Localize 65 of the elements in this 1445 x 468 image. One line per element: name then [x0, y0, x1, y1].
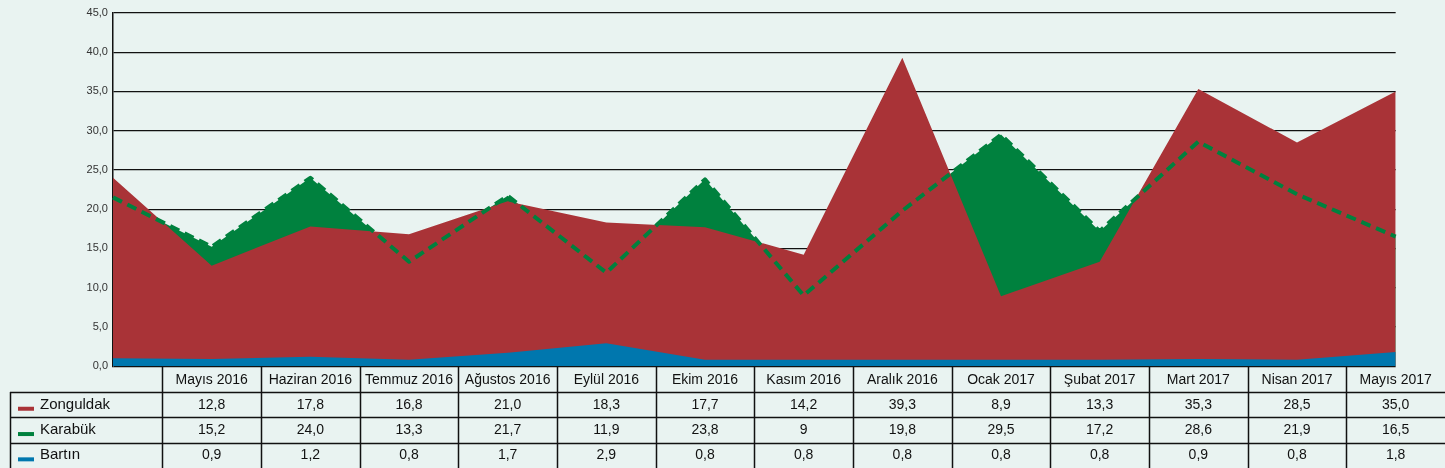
- data-label: 13,3: [1086, 395, 1114, 412]
- data-label: 35,0: [1382, 395, 1410, 412]
- data-label: 16,8: [395, 395, 423, 412]
- x-tick-label: Aralık 2016: [866, 371, 938, 388]
- x-tick-label: Eylül 2016: [573, 371, 640, 388]
- x-tick-label: Haziran 2016: [268, 371, 353, 388]
- data-label: 1,7: [497, 446, 518, 463]
- y-tick-label: 0,0: [92, 359, 108, 372]
- data-label: 16,5: [1382, 420, 1410, 437]
- data-label: 12,8: [198, 395, 226, 412]
- legend-label: Zonguldak: [40, 394, 111, 412]
- y-tick-label: 10,0: [86, 280, 108, 293]
- data-label: 0,8: [991, 446, 1011, 463]
- x-tick-label: Temmuz 2016: [365, 371, 454, 388]
- x-tick-label: Mayıs 2016: [175, 371, 249, 388]
- data-label: 1,8: [1385, 446, 1406, 463]
- data-label: 0,8: [892, 446, 913, 463]
- y-tick-label: 15,0: [86, 241, 108, 254]
- x-tick-label: Mart 2017: [1166, 371, 1231, 388]
- x-tick-label: Kasım 2016: [766, 371, 842, 388]
- data-label: 23,8: [691, 420, 719, 437]
- data-label: 0,8: [399, 446, 419, 463]
- y-tick-label: 35,0: [86, 84, 108, 97]
- x-tick-label: Mayıs 2017: [1359, 371, 1433, 388]
- data-label: 18,3: [592, 395, 621, 412]
- data-label: 8,9: [991, 395, 1011, 412]
- data-label: 35,3: [1184, 395, 1213, 412]
- data-label: 17,2: [1086, 420, 1114, 437]
- data-label: 0,9: [1188, 446, 1209, 463]
- x-tick-label: Ağustos 2016: [464, 371, 551, 388]
- data-label: 11,9: [593, 420, 620, 437]
- data-label: 14,2: [790, 395, 818, 412]
- data-label: 0,9: [201, 446, 222, 463]
- data-label: 28,5: [1283, 395, 1311, 412]
- data-label: 24,0: [296, 420, 325, 437]
- y-tick-label: 20,0: [86, 202, 108, 215]
- y-tick-label: 45,0: [86, 6, 108, 19]
- legend-label: Bartın: [40, 445, 81, 463]
- data-label: 0,8: [695, 446, 715, 463]
- data-label: 19,8: [888, 420, 917, 437]
- x-tick-label: Ocak 2017: [967, 371, 1036, 388]
- y-tick-label: 40,0: [86, 45, 108, 58]
- data-label: 21,0: [494, 395, 522, 412]
- data-label: 21,7: [494, 420, 522, 437]
- legend-label: Karabük: [40, 420, 97, 438]
- data-label: 9: [799, 420, 808, 437]
- data-label: 0,8: [1089, 446, 1110, 463]
- data-label: 1,2: [300, 446, 321, 463]
- data-label: 28,6: [1184, 420, 1213, 437]
- data-label: 29,5: [987, 420, 1015, 437]
- x-tick-label: Ekim 2016: [671, 371, 739, 388]
- y-tick-label: 5,0: [92, 319, 108, 332]
- y-tick-label: 25,0: [86, 162, 108, 175]
- data-label: 17,8: [296, 395, 325, 412]
- data-label: 13,3: [395, 420, 423, 437]
- data-label: 0,8: [1287, 446, 1307, 463]
- x-tick-label: Şubat 2017: [1063, 371, 1136, 388]
- data-label: 21,9: [1283, 420, 1311, 437]
- x-tick-label: Nisan 2017: [1261, 371, 1333, 388]
- data-label: 0,8: [793, 446, 814, 463]
- data-label: 2,9: [596, 446, 617, 463]
- y-tick-label: 30,0: [86, 123, 108, 136]
- data-label: 17,7: [691, 395, 719, 412]
- data-label: 15,2: [198, 420, 226, 437]
- data-label: 39,3: [888, 395, 917, 412]
